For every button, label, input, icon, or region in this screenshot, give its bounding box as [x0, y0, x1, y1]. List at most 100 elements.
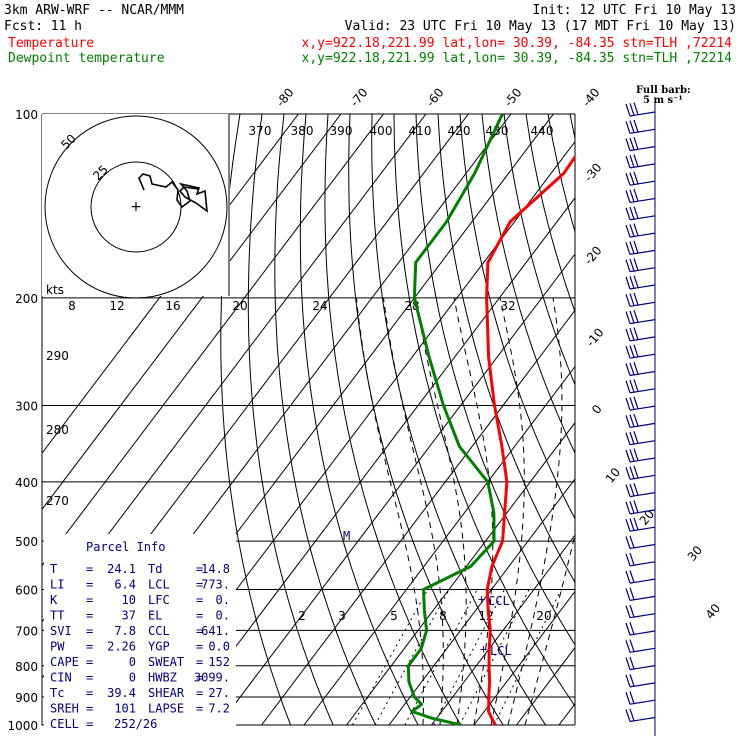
parcel-key: CCL: [148, 624, 170, 638]
parcel-value: 0.0: [208, 640, 230, 654]
parcel-key: SHEAR: [148, 686, 185, 700]
wind-barb: [625, 587, 656, 601]
wind-barb: [625, 500, 656, 515]
parcel-eq: =: [196, 578, 203, 592]
parcel-eq: =: [86, 562, 93, 576]
parcel-eq: =: [86, 578, 93, 592]
isotherm-line: [176, 197, 575, 725]
parcel-value: 2.26: [107, 640, 136, 654]
cell-value: 252/26: [114, 717, 157, 731]
isotherm-line: [388, 478, 575, 725]
wind-barb: [625, 674, 656, 688]
wind-barb: [625, 448, 656, 463]
parcel-value: 0: [129, 655, 136, 669]
parcel-key: CIN: [50, 671, 72, 685]
isobar-label: 200: [15, 292, 38, 306]
parcel-eq: =: [196, 562, 203, 576]
hodo-center-marker: +: [130, 199, 142, 215]
parcel-value: 773.: [201, 578, 230, 592]
parcel-value: 7.8: [114, 624, 136, 638]
fcst-value: 11 h: [51, 19, 82, 34]
parcel-key: PW: [50, 640, 65, 654]
wind-barb: [625, 517, 656, 532]
parcel-key: T: [50, 562, 57, 576]
parcel-annotations: + CCL + LCL M: [343, 529, 512, 658]
wind-barb: [625, 154, 656, 169]
isobar-label: 400: [15, 476, 38, 490]
hodo-trace: [138, 173, 208, 213]
theta-label: 380: [291, 124, 314, 138]
dry-adiabat: [459, 114, 575, 520]
moist-adiabat-label: 12: [109, 299, 124, 313]
theta-label: 420: [448, 124, 471, 138]
ccl-label: CCL: [488, 594, 510, 608]
isobar-label: 500: [15, 535, 38, 549]
temperature-legend: Temperature: [8, 36, 94, 51]
parcel-info-title: Parcel Info: [86, 540, 165, 554]
theta-label: 440: [531, 124, 554, 138]
wind-barb: [625, 361, 656, 377]
temperature-location: x,y=922.18,221.99 lat,lon= 30.39, -84.35…: [302, 36, 733, 51]
wind-barb: [625, 223, 656, 238]
parcel-key: LAPSE: [148, 702, 184, 716]
isobar-label: 700: [15, 624, 38, 638]
hodo-units: kts: [46, 283, 64, 297]
valid-time: Valid: 23 UTC Fri 10 May 13 (17 MDT Fri …: [345, 19, 736, 34]
sounding-series: [406, 114, 575, 725]
mixing-ratio-label: 20: [536, 609, 551, 623]
wind-barb: [625, 171, 656, 186]
isotherm-line: [42, 114, 427, 623]
theta-label: 410: [409, 124, 432, 138]
parcel-key: SVI: [50, 624, 72, 638]
wind-barb: [625, 622, 656, 636]
isobar-label: 600: [15, 583, 38, 597]
wind-barb: [625, 483, 656, 498]
wind-barb: [625, 137, 656, 152]
wind-barb: [625, 552, 656, 567]
isobar-label: 1000: [7, 719, 38, 733]
dry-adiabat: [503, 114, 575, 386]
mixing-ratio-line: [493, 589, 562, 725]
dry-adiabat: [299, 114, 419, 725]
parcel-value: 0: [129, 671, 136, 685]
parcel-key: YGP: [148, 640, 170, 654]
wind-barb: [625, 465, 656, 480]
dry-adiabat: [415, 114, 575, 646]
parcel-value: 27.: [208, 686, 230, 700]
model-title: 3km ARW-WRF -- NCAR/MMM: [4, 3, 184, 18]
wind-barb: [625, 413, 656, 428]
parcel-eq: =: [86, 609, 93, 623]
wind-barb: [625, 188, 656, 204]
parcel-key: SREH: [50, 702, 79, 716]
wind-barb: [625, 570, 656, 584]
parcel-eq: =: [86, 686, 93, 700]
wind-barb: [625, 292, 656, 307]
isobar-label: 100: [15, 108, 38, 122]
parcel-value: 6.4: [114, 578, 136, 592]
dry-adiabat: [324, 114, 462, 725]
parcel-eq: =: [86, 593, 93, 607]
parcel-eq: =: [196, 609, 203, 623]
wind-barb: [625, 691, 656, 705]
theta-label: 370: [249, 124, 272, 138]
mixing-ratio-label: 2: [298, 609, 306, 623]
isotherm-line: [473, 590, 575, 725]
isotherm-line: [42, 114, 384, 567]
isotherm-line: [261, 309, 575, 725]
parcel-eq: =: [196, 640, 203, 654]
dewpoint-location: x,y=922.18,221.99 lat,lon= 30.39, -84.35…: [302, 51, 733, 66]
m-marker: M: [343, 529, 350, 543]
parcel-eq: =: [196, 671, 203, 685]
parcel-value: 3099.: [194, 671, 230, 685]
isotherm-line: [346, 421, 575, 725]
mixing-ratio-label: 12: [478, 609, 493, 623]
wind-barbs: [625, 100, 656, 736]
dewpoint-line: [406, 114, 504, 725]
parcel-key: K: [50, 593, 58, 607]
cell-label: CELL =: [50, 717, 93, 731]
parcel-eq: =: [196, 593, 203, 607]
parcel-key: EL: [148, 609, 162, 623]
moist-adiabat-label: 32: [500, 299, 515, 313]
